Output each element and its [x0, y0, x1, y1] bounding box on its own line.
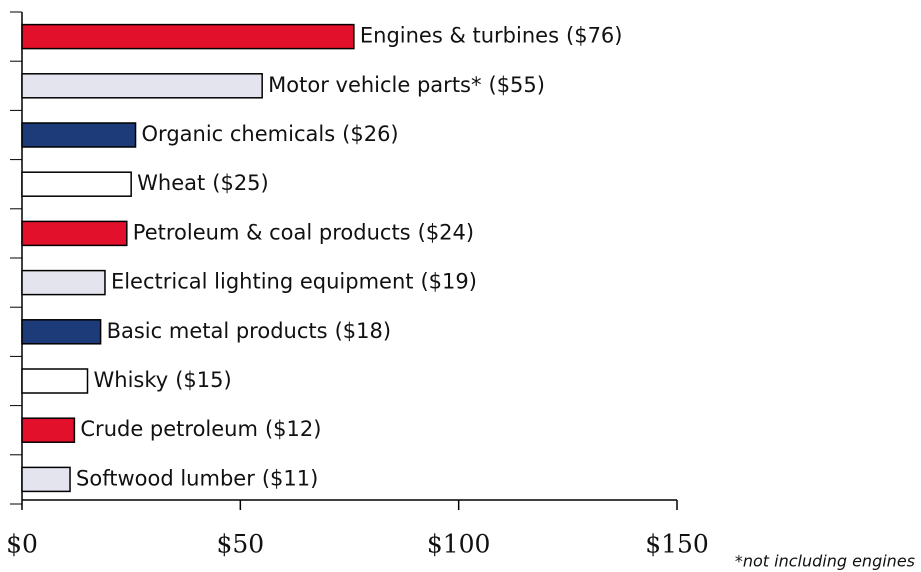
bar-label: Softwood lumber ($11) [76, 466, 318, 490]
x-tick-label: $150 [645, 530, 709, 559]
value-label: ($11) [262, 466, 318, 490]
bar-label: Petroleum & coal products ($24) [133, 220, 474, 244]
bar [21, 466, 71, 493]
x-tick-label: $0 [6, 530, 38, 559]
bar-label: Wheat ($25) [137, 171, 269, 195]
bar-label: Organic chemicals ($26) [142, 122, 399, 146]
category-label: Softwood lumber [76, 466, 255, 490]
value-label: ($18) [335, 319, 391, 343]
category-label: Basic metal products [107, 319, 328, 343]
category-label: Petroleum & coal products [133, 220, 411, 244]
x-tick-label: $100 [427, 530, 491, 559]
bar-label: Motor vehicle parts* ($55) [268, 73, 545, 97]
bar [21, 23, 355, 50]
category-label: Motor vehicle parts* [268, 73, 481, 97]
bar-label: Crude petroleum ($12) [80, 417, 321, 441]
category-label: Electrical lighting equipment [111, 270, 414, 294]
bar [21, 73, 263, 99]
value-label: ($55) [489, 73, 545, 97]
bar-label: Basic metal products ($18) [107, 319, 391, 343]
bar [21, 220, 128, 247]
category-label: Organic chemicals [142, 122, 336, 146]
bar [21, 171, 132, 197]
bar-label: Engines & turbines ($76) [360, 24, 623, 48]
value-label: ($26) [342, 122, 398, 146]
x-tick-label: $50 [216, 530, 264, 559]
value-label: ($25) [212, 171, 268, 195]
value-label: ($24) [418, 220, 474, 244]
bar-label: Whisky ($15) [94, 368, 232, 392]
category-label: Whisky [94, 368, 169, 392]
bar [21, 319, 102, 345]
category-label: Wheat [137, 171, 205, 195]
bar [21, 368, 89, 394]
value-label: ($76) [566, 24, 622, 48]
value-label: ($15) [175, 368, 231, 392]
category-label: Crude petroleum [80, 417, 258, 441]
bar-label: Electrical lighting equipment ($19) [111, 270, 477, 294]
value-label: ($19) [420, 270, 476, 294]
value-label: ($12) [265, 417, 321, 441]
footnote: *not including engines [735, 552, 915, 571]
bar [21, 417, 76, 443]
bar [21, 122, 137, 148]
bar [21, 269, 106, 296]
category-label: Engines & turbines [360, 24, 559, 48]
